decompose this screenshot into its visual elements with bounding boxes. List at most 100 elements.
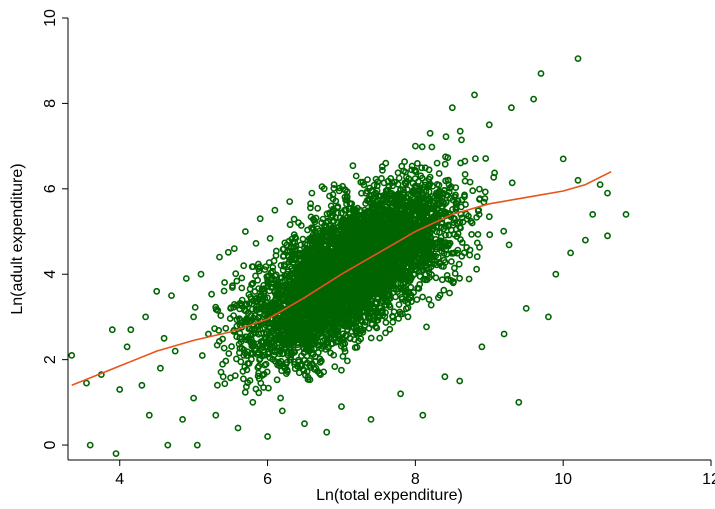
data-point: [433, 159, 441, 167]
data-point: [444, 275, 452, 283]
data-point: [408, 298, 415, 305]
data-point: [233, 277, 241, 285]
data-point: [473, 253, 481, 261]
data-point: [392, 246, 400, 254]
data-point: [306, 341, 314, 349]
data-point: [310, 216, 318, 224]
data-point: [404, 313, 412, 321]
data-point: [294, 292, 302, 299]
data-point: [271, 297, 279, 305]
data-point: [367, 267, 375, 275]
data-point: [442, 153, 449, 161]
data-point: [396, 205, 403, 213]
data-point: [279, 253, 287, 260]
data-point: [264, 302, 272, 310]
data-point: [351, 239, 359, 247]
data-point: [282, 361, 290, 368]
data-point: [432, 239, 440, 247]
data-point: [267, 269, 275, 277]
data-point: [381, 280, 389, 288]
data-point: [418, 143, 426, 151]
data-point: [473, 239, 481, 247]
data-point: [462, 201, 469, 208]
data-point: [385, 183, 393, 191]
data-point: [260, 287, 268, 295]
data-point: [252, 385, 260, 393]
data-point: [293, 324, 301, 332]
data-point: [474, 207, 482, 215]
data-point: [451, 193, 458, 201]
scatter-points: [68, 55, 630, 457]
data-point: [290, 215, 298, 223]
data-point: [302, 312, 309, 320]
data-point: [392, 286, 400, 293]
data-point: [363, 187, 371, 195]
data-point: [314, 349, 322, 356]
data-point: [475, 210, 483, 218]
data-point: [297, 241, 305, 249]
data-point: [328, 305, 336, 313]
data-point: [423, 323, 430, 331]
data-point: [500, 227, 508, 235]
data-point: [428, 243, 436, 250]
data-point: [313, 235, 321, 242]
data-point: [252, 239, 260, 247]
data-point: [279, 288, 287, 296]
data-point: [412, 262, 420, 270]
data-point: [271, 335, 279, 343]
data-point: [282, 272, 289, 280]
data-point: [264, 350, 272, 358]
data-point: [385, 301, 393, 309]
data-point: [473, 265, 480, 273]
data-point: [198, 352, 206, 359]
data-point: [330, 184, 338, 192]
data-point: [424, 242, 432, 250]
data-point: [322, 274, 329, 282]
data-point: [191, 303, 199, 311]
data-point: [458, 196, 466, 204]
data-point: [279, 266, 287, 274]
data-point: [441, 239, 449, 247]
data-point: [295, 358, 303, 366]
data-point: [353, 343, 361, 351]
data-point: [222, 324, 230, 332]
data-point: [456, 274, 463, 282]
data-point: [270, 329, 278, 337]
data-point: [345, 244, 353, 251]
data-point: [228, 343, 235, 350]
data-point: [260, 306, 268, 314]
data-point: [373, 187, 381, 195]
data-point: [247, 355, 255, 363]
data-point: [297, 321, 305, 329]
data-point: [286, 247, 294, 255]
data-point: [343, 196, 351, 204]
data-point: [245, 291, 253, 298]
data-point: [454, 197, 462, 205]
data-point: [378, 163, 386, 171]
data-point: [413, 159, 421, 167]
data-point: [316, 249, 324, 256]
data-point: [319, 307, 327, 314]
data-point: [372, 299, 379, 306]
data-point: [221, 380, 229, 388]
data-point: [317, 333, 325, 341]
data-point: [400, 261, 408, 269]
data-point: [308, 281, 316, 289]
data-point: [236, 316, 244, 324]
data-point: [438, 204, 446, 212]
data-point: [440, 286, 448, 294]
data-point: [411, 270, 419, 278]
data-point: [398, 295, 406, 303]
data-point: [474, 230, 482, 238]
data-point: [469, 187, 477, 195]
data-point: [398, 199, 406, 207]
data-point: [266, 234, 274, 242]
data-point: [263, 368, 271, 376]
data-point: [300, 345, 308, 353]
data-point: [293, 265, 301, 273]
data-point: [217, 312, 225, 319]
data-point: [392, 293, 399, 301]
data-point: [248, 349, 256, 357]
data-point: [471, 155, 479, 162]
data-point: [441, 258, 449, 266]
